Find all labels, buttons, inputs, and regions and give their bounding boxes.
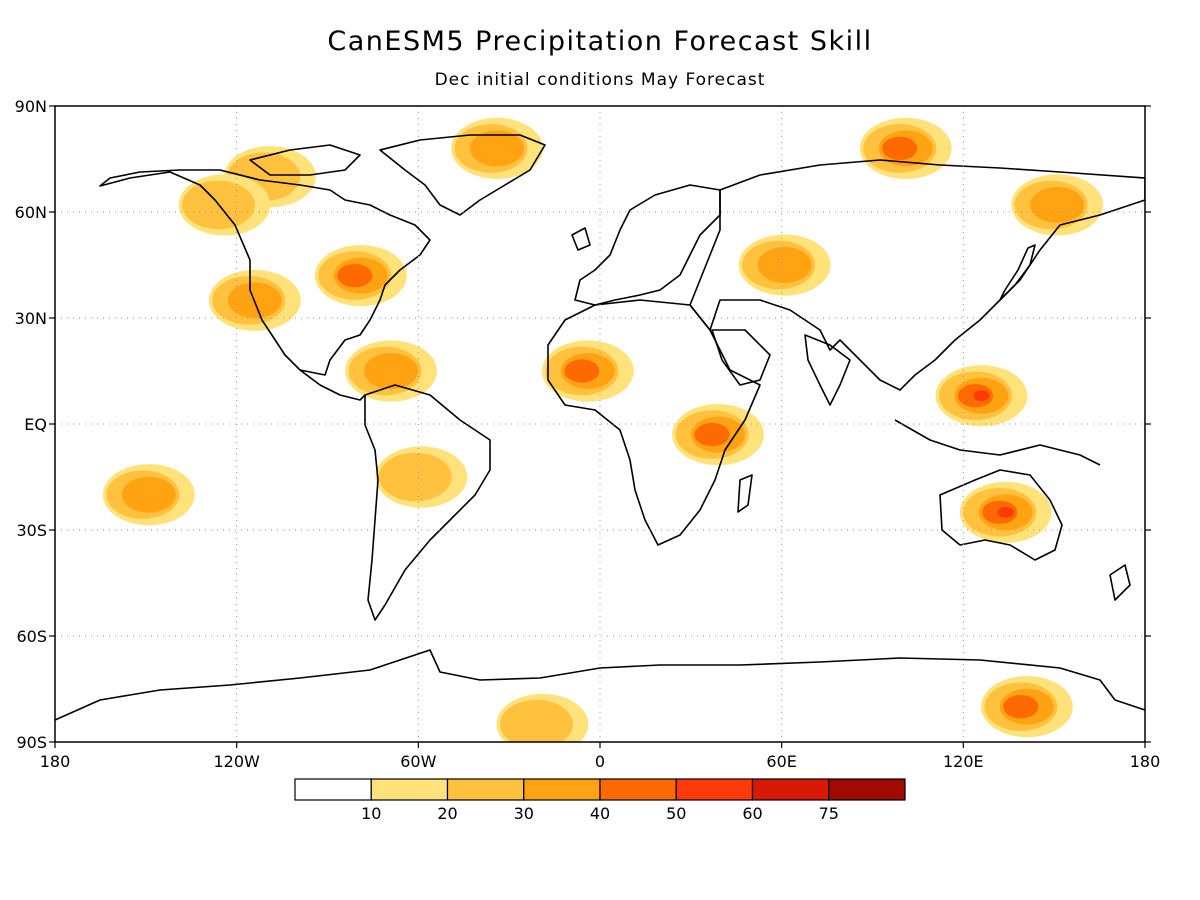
lat-label: EQ <box>24 415 47 434</box>
coastline-asia <box>689 159 1145 391</box>
colorbar-swatch <box>828 778 906 801</box>
coastline-indonesia <box>894 419 1101 466</box>
colorbar-label: 40 <box>590 804 610 823</box>
colorbar-label: 75 <box>819 804 839 823</box>
coastline-australia <box>939 469 1063 561</box>
lon-label: 0 <box>595 752 605 771</box>
coastline-new-zealand <box>1109 564 1131 601</box>
skill-patch-11-level-4 <box>882 136 918 161</box>
coastline-arabia <box>711 329 771 386</box>
colorbar-label: 10 <box>361 804 381 823</box>
lat-label: 90S <box>16 733 47 752</box>
lon-label: 180 <box>40 752 71 771</box>
colorbar-label: 20 <box>437 804 457 823</box>
longitude-labels: 180 120W 60W 0 60E 120E 180 <box>40 752 1161 771</box>
lat-label: 30S <box>16 521 47 540</box>
skill-patch-1-level-3 <box>470 130 525 167</box>
skill-patch-14-level-3 <box>121 476 176 513</box>
colorbar-label: 50 <box>666 804 686 823</box>
lon-label: 60W <box>400 752 436 771</box>
colorbar-swatch <box>751 778 830 801</box>
skill-patch-3-level-4 <box>337 263 373 288</box>
map-gridlines <box>55 106 1145 742</box>
colorbar-swatch <box>370 778 449 801</box>
skill-patch-5-level-3 <box>364 353 419 389</box>
colorbar-swatch <box>446 778 525 801</box>
skill-shading <box>102 117 1104 742</box>
coastline-british-isles <box>571 227 591 251</box>
lat-label: 30N <box>15 309 47 328</box>
chart-title: CanESM5 Precipitation Forecast Skill <box>327 26 873 57</box>
colorbar-swatch <box>523 778 601 801</box>
colorbar-label: 60 <box>742 804 762 823</box>
colorbar-swatch <box>294 778 372 801</box>
skill-patch-9-level-5 <box>997 506 1014 518</box>
coastline-canadian-archipelago <box>249 144 361 176</box>
coastline-india <box>804 334 851 406</box>
coastline-greenland <box>379 134 546 216</box>
coastline-japan <box>999 244 1036 301</box>
skill-patch-15-level-2 <box>500 700 573 742</box>
colorbar-label: 30 <box>514 804 534 823</box>
coastline-antarctica <box>55 649 1145 721</box>
latitude-labels: 90N 60N 30N EQ 30S 60S 90S <box>15 97 47 752</box>
lat-label: 90N <box>15 97 47 116</box>
lat-label: 60S <box>16 627 47 646</box>
colorbar-legend: 10 20 30 40 50 60 75 <box>294 778 906 823</box>
lat-label: 60N <box>15 203 47 222</box>
skill-patch-6-level-4 <box>564 359 600 383</box>
colorbar-swatch <box>675 778 754 801</box>
coastline-central-america <box>299 369 366 401</box>
coastline-europe <box>574 184 721 306</box>
lon-label: 120W <box>213 752 260 771</box>
axis-ticks <box>49 105 1151 748</box>
lon-label: 120E <box>943 752 984 771</box>
coastlines <box>55 134 1145 721</box>
skill-patch-16-level-4 <box>1003 694 1039 719</box>
lon-label: 180 <box>1130 752 1161 771</box>
coastline-north-america <box>99 169 431 376</box>
coastline-africa <box>547 299 761 546</box>
skill-patch-10-level-3 <box>1030 186 1085 223</box>
coastline-south-america <box>364 384 491 621</box>
skill-patch-8-level-5 <box>973 390 990 402</box>
lon-label: 60E <box>766 752 796 771</box>
colorbar-swatch <box>599 778 677 801</box>
skill-patch-13-level-2 <box>378 452 452 502</box>
coastline-madagascar <box>737 474 753 513</box>
skill-patch-12-level-3 <box>757 247 812 283</box>
skill-patch-7-level-4 <box>694 422 730 447</box>
chart-subtitle: Dec initial conditions May Forecast <box>434 70 766 90</box>
